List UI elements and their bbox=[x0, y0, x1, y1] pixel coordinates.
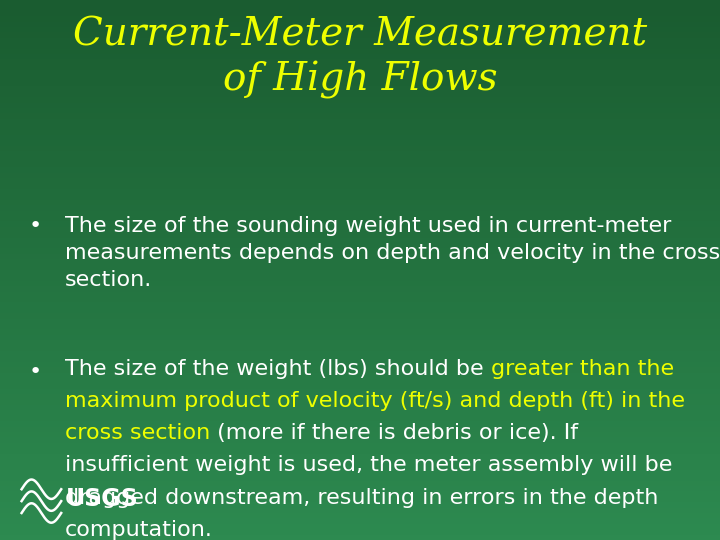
Text: maximum product of velocity (ft/s) and depth (ft) in the: maximum product of velocity (ft/s) and d… bbox=[65, 391, 685, 411]
Text: greater than the: greater than the bbox=[490, 359, 674, 379]
Text: The size of the weight (lbs) should be: The size of the weight (lbs) should be bbox=[65, 359, 490, 379]
Text: dragged downstream, resulting in errors in the depth: dragged downstream, resulting in errors … bbox=[65, 488, 658, 508]
Text: Current-Meter Measurement
of High Flows: Current-Meter Measurement of High Flows bbox=[73, 16, 647, 99]
Text: cross section: cross section bbox=[65, 423, 210, 443]
Text: insufficient weight is used, the meter assembly will be: insufficient weight is used, the meter a… bbox=[65, 455, 672, 476]
Text: USGS: USGS bbox=[66, 488, 139, 511]
Text: (more if there is debris or ice). If: (more if there is debris or ice). If bbox=[210, 423, 578, 443]
Text: •: • bbox=[29, 216, 42, 236]
Text: computation.: computation. bbox=[65, 519, 212, 540]
Text: The size of the sounding weight used in current-meter
measurements depends on de: The size of the sounding weight used in … bbox=[65, 216, 720, 291]
Text: •: • bbox=[29, 362, 42, 382]
